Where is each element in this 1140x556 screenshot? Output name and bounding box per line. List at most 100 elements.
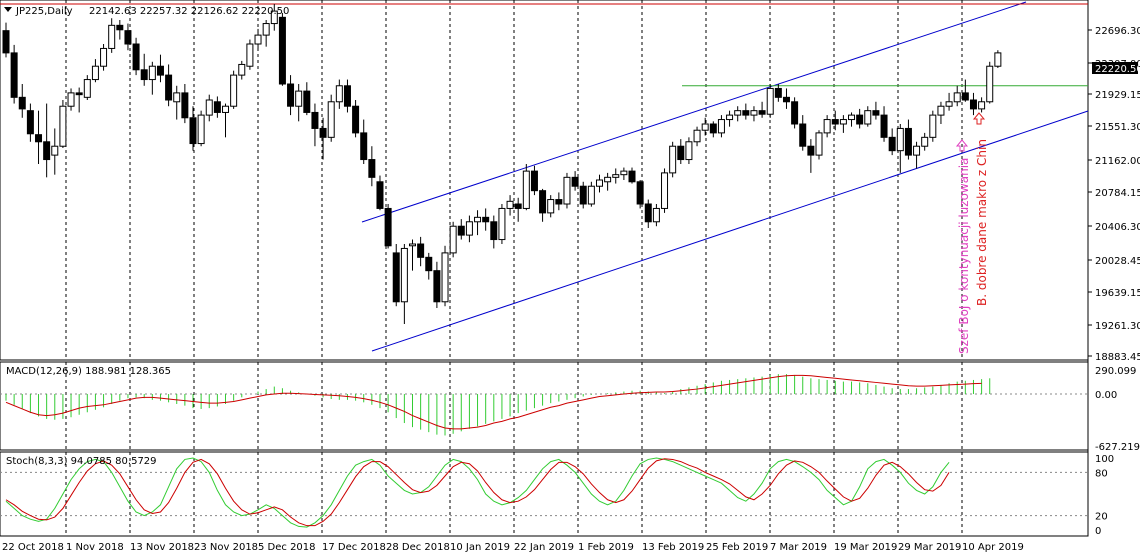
candle-body — [51, 145, 59, 156]
candle — [750, 106, 758, 122]
candle-body — [18, 96, 26, 110]
candle — [766, 84, 774, 118]
candle — [222, 103, 230, 138]
annotation-china: B. dobre dane makro z Chin — [975, 139, 989, 306]
candle-body — [319, 127, 327, 138]
candle-body — [449, 225, 457, 254]
candle — [441, 245, 449, 307]
candle-body — [563, 176, 571, 205]
candle — [726, 110, 734, 127]
candle-body — [661, 172, 669, 209]
candle-body — [278, 16, 286, 85]
macd-series: 290.099 0.00 -627.219 — [0, 366, 1140, 453]
candle-body — [791, 101, 799, 125]
arrow-up-red-icon — [972, 112, 986, 125]
candle — [839, 115, 847, 133]
candle — [978, 97, 986, 113]
x-tick-label: 13 Feb 2019 — [642, 542, 704, 553]
candle-body — [994, 52, 1002, 67]
stoch-panel — [0, 451, 1089, 537]
dropdown-triangle-icon[interactable] — [4, 7, 12, 12]
candle-body — [465, 221, 473, 236]
candle — [848, 112, 856, 127]
candle — [400, 244, 408, 324]
candle-body — [10, 52, 18, 98]
candle — [701, 117, 709, 136]
candle-body — [83, 79, 91, 98]
candle — [913, 141, 921, 169]
candle — [392, 244, 400, 307]
price-tick-label: 18883.45 — [1095, 352, 1140, 363]
candle — [425, 252, 433, 280]
candle-body — [368, 159, 376, 178]
candle-body — [742, 110, 750, 116]
candle — [823, 115, 831, 138]
candle-body — [636, 181, 644, 205]
x-tick-label: 22 Oct 2018 — [2, 542, 64, 553]
candle — [278, 12, 286, 86]
x-tick-label: 5 Dec 2018 — [258, 542, 316, 553]
candle-body — [254, 34, 262, 45]
candle — [482, 208, 490, 231]
candle — [888, 128, 896, 156]
vertical-grid — [65, 0, 963, 536]
candle — [173, 85, 181, 120]
x-tick-label: 23 Nov 2018 — [194, 542, 258, 553]
candle-body — [831, 119, 839, 125]
candle-body — [181, 92, 189, 119]
levels — [0, 3, 1088, 87]
candle-body — [522, 170, 530, 209]
candle-body — [807, 145, 815, 156]
x-tick-label: 10 Apr 2019 — [962, 542, 1024, 553]
x-tick-label: 22 Jan 2019 — [514, 542, 574, 553]
candle — [896, 124, 904, 173]
candle — [43, 103, 51, 178]
candle — [604, 172, 612, 191]
candle-body — [490, 221, 498, 241]
stoch-tick-label: 20 — [1095, 512, 1108, 523]
channel-upper-line — [361, 1, 1027, 223]
price-tick-label: 20406.30 — [1095, 222, 1140, 233]
candle-body — [140, 69, 148, 81]
candle — [295, 84, 303, 122]
candle-body — [587, 185, 595, 205]
candle-body — [644, 203, 652, 223]
candle — [856, 108, 864, 129]
candle — [514, 197, 522, 222]
candle — [693, 126, 701, 147]
price-tick-label: 21551.30 — [1095, 122, 1140, 133]
candle-body — [937, 105, 945, 116]
candle-body — [303, 90, 311, 113]
candle — [417, 236, 425, 267]
price-tick-label: 20028.45 — [1095, 256, 1140, 267]
macd-label: MACD(12,26,9) 188.981 128.365 — [6, 366, 171, 377]
candle-body — [652, 207, 660, 223]
candle-body — [230, 74, 238, 107]
candle-body — [693, 129, 701, 143]
candle-body — [156, 65, 164, 76]
candle — [270, 4, 278, 31]
candle — [457, 219, 465, 240]
candle — [156, 54, 164, 83]
candle — [409, 239, 416, 271]
price-tick-label: 21162.00 — [1095, 156, 1140, 167]
candle-body — [628, 170, 636, 183]
macd-panel — [0, 361, 1089, 451]
candle — [636, 180, 644, 209]
candle — [628, 167, 636, 184]
candle-body — [750, 110, 758, 116]
candle — [661, 168, 669, 213]
candle — [498, 204, 506, 244]
x-tick-label: 13 Nov 2018 — [130, 542, 194, 553]
price-tick-label: 21929.15 — [1095, 90, 1140, 101]
arrow-up-pink-icon — [955, 139, 969, 152]
candles — [2, 4, 1002, 324]
candle-body — [506, 200, 514, 209]
candle — [921, 132, 929, 151]
candle — [506, 195, 514, 216]
stoch-series: 100 80 20 0 — [0, 454, 1114, 537]
candle-body — [343, 85, 351, 107]
candle-body — [823, 119, 831, 134]
candle — [945, 92, 953, 111]
